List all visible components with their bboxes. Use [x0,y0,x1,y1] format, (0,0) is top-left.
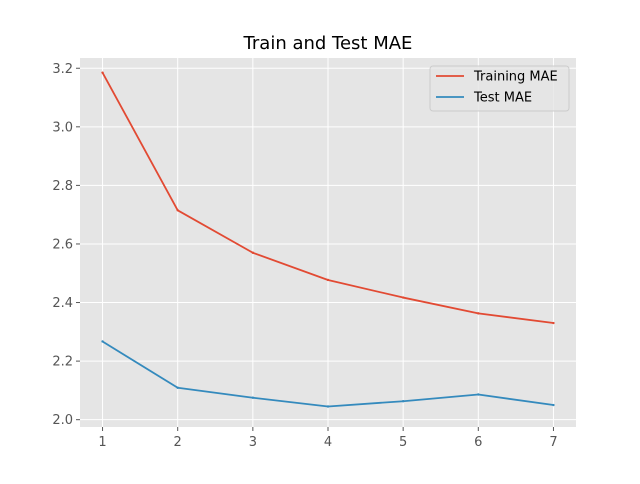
data-point [176,386,179,389]
x-tick-label: 5 [399,435,407,450]
grid-lines [80,58,576,427]
data-point [477,312,480,315]
y-tick-label: 2.6 [52,237,73,252]
data-point [401,296,405,299]
legend-label: Test MAE [473,91,532,106]
series-test-mae [101,340,555,408]
legend: Training MAE Test MAE [429,65,570,112]
x-tick-label: 3 [249,435,257,450]
x-axis: 1 2 3 4 5 6 7 [98,427,558,450]
x-tick-label: 7 [549,435,557,450]
x-tick-label: 6 [474,435,482,450]
data-point [552,403,555,407]
data-point [326,278,330,282]
y-axis: 2.0 2.2 2.4 2.6 2.8 3.0 3.2 [52,62,80,428]
chart-title: Train and Test MAE [243,33,413,54]
series-training-mae [101,71,555,325]
data-point [326,405,330,408]
legend-box [429,65,570,112]
y-tick-label: 2.8 [52,179,73,194]
x-tick-label: 4 [324,435,332,450]
data-point [251,396,255,399]
legend-label: Training MAE [473,70,558,85]
data-point [176,209,179,212]
data-point [552,321,555,325]
data-point [101,340,104,343]
data-point [477,393,480,396]
y-tick-label: 3.2 [52,62,73,77]
data-point [101,71,104,74]
x-tick-label: 2 [174,435,182,450]
data-point [401,400,405,403]
y-tick-label: 2.0 [52,413,73,428]
y-tick-label: 2.2 [52,355,73,370]
data-point [251,251,255,254]
y-tick-label: 2.4 [52,296,73,311]
y-tick-label: 3.0 [52,120,73,135]
x-tick-label: 1 [98,435,106,450]
